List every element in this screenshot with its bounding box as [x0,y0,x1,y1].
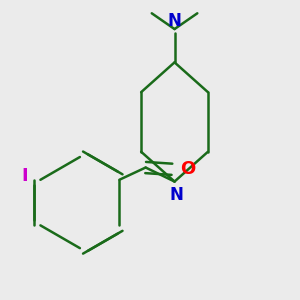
Text: O: O [180,160,195,178]
Text: I: I [21,167,28,185]
Text: N: N [168,12,182,30]
Text: N: N [169,186,183,204]
